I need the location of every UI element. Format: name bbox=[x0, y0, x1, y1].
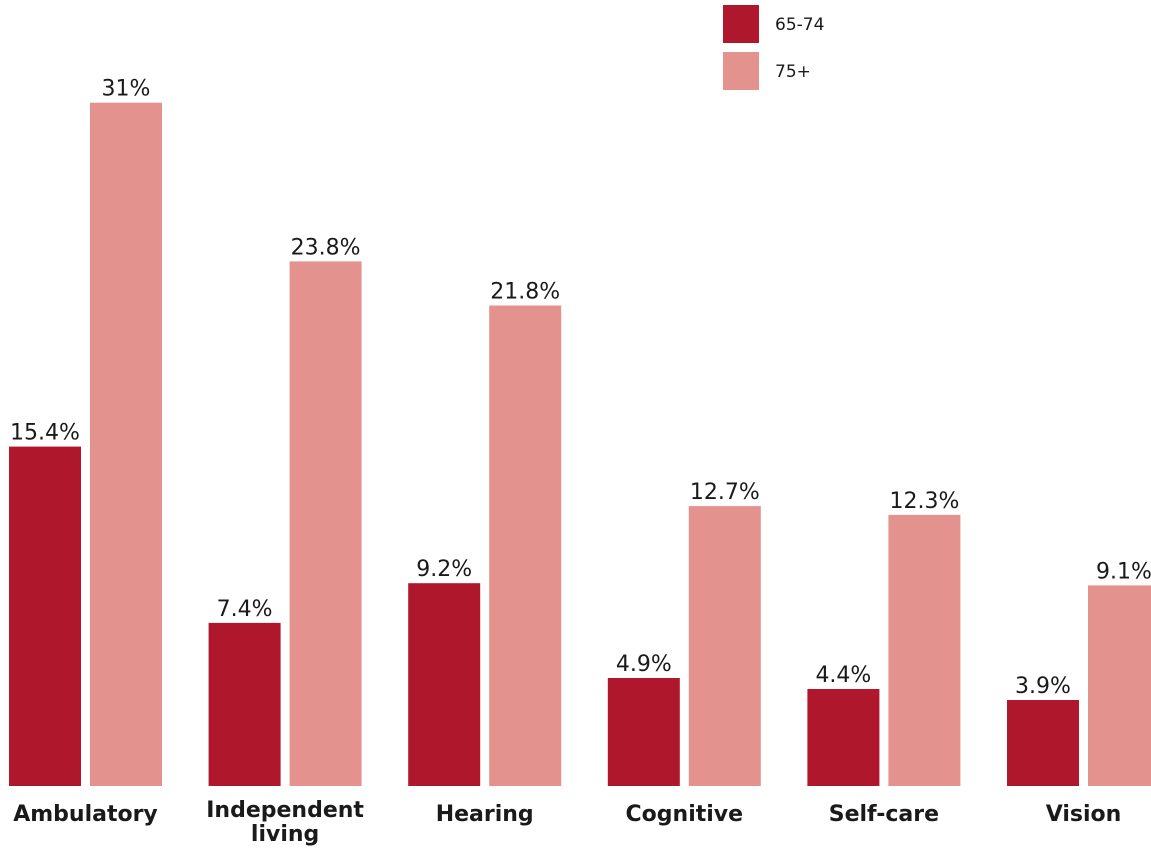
bar-self-care-65-74 bbox=[807, 689, 880, 786]
value-label-vision-65-74: 3.9% bbox=[1015, 674, 1071, 699]
legend-swatch-75-plus bbox=[723, 52, 759, 90]
value-label-ambulatory-65-74: 15.4% bbox=[10, 421, 80, 446]
value-label-independent-living-65-74: 7.4% bbox=[217, 597, 273, 622]
legend: 65-74 75+ bbox=[723, 5, 824, 90]
bars-group bbox=[9, 102, 1151, 786]
category-label-hearing: Hearing bbox=[436, 802, 534, 827]
category-labels-group: Ambulatory Independent living Hearing Cognit… bbox=[13, 798, 1121, 847]
category-label-ambulatory: Ambulatory bbox=[13, 802, 158, 827]
legend-swatch-65-74 bbox=[723, 5, 759, 43]
legend-label-65-74: 65-74 bbox=[775, 15, 824, 35]
legend-label-75-plus: 75+ bbox=[775, 62, 811, 82]
bar-independent-living-75 bbox=[289, 261, 362, 786]
bar-vision-75 bbox=[1088, 585, 1151, 786]
bar-hearing-65-74 bbox=[408, 583, 481, 786]
bar-cognitive-65-74 bbox=[607, 678, 680, 786]
bar-vision-65-74 bbox=[1007, 700, 1079, 786]
value-label-vision-75: 9.1% bbox=[1096, 559, 1151, 584]
bar-cognitive-75 bbox=[688, 506, 761, 786]
value-label-cognitive-65-74: 4.9% bbox=[616, 652, 672, 677]
value-label-self-care-65-74: 4.4% bbox=[815, 663, 871, 688]
value-label-hearing-75: 21.8% bbox=[490, 280, 560, 305]
category-label-vision: Vision bbox=[1046, 802, 1122, 827]
category-label-self-care: Self-care bbox=[829, 802, 939, 827]
bar-self-care-75 bbox=[888, 514, 961, 786]
value-label-cognitive-75: 12.7% bbox=[690, 480, 760, 505]
category-label-independent-living: Independent living bbox=[206, 798, 364, 847]
category-label-cognitive: Cognitive bbox=[626, 802, 744, 827]
value-labels-group: 15.4% 31% 7.4% 23.8% 9.2% 21.8% 4.9% 12.7% 4.4% 1… bbox=[10, 77, 1151, 699]
bar-hearing-75 bbox=[489, 305, 562, 786]
bar-ambulatory-65-74 bbox=[9, 446, 81, 786]
bar-ambulatory-75 bbox=[90, 102, 162, 786]
value-label-hearing-65-74: 9.2% bbox=[416, 557, 472, 582]
value-label-self-care-75: 12.3% bbox=[889, 489, 959, 514]
value-label-ambulatory-75: 31% bbox=[102, 77, 151, 102]
value-label-independent-living-75: 23.8% bbox=[291, 235, 361, 260]
bar-independent-living-65-74 bbox=[208, 622, 281, 786]
